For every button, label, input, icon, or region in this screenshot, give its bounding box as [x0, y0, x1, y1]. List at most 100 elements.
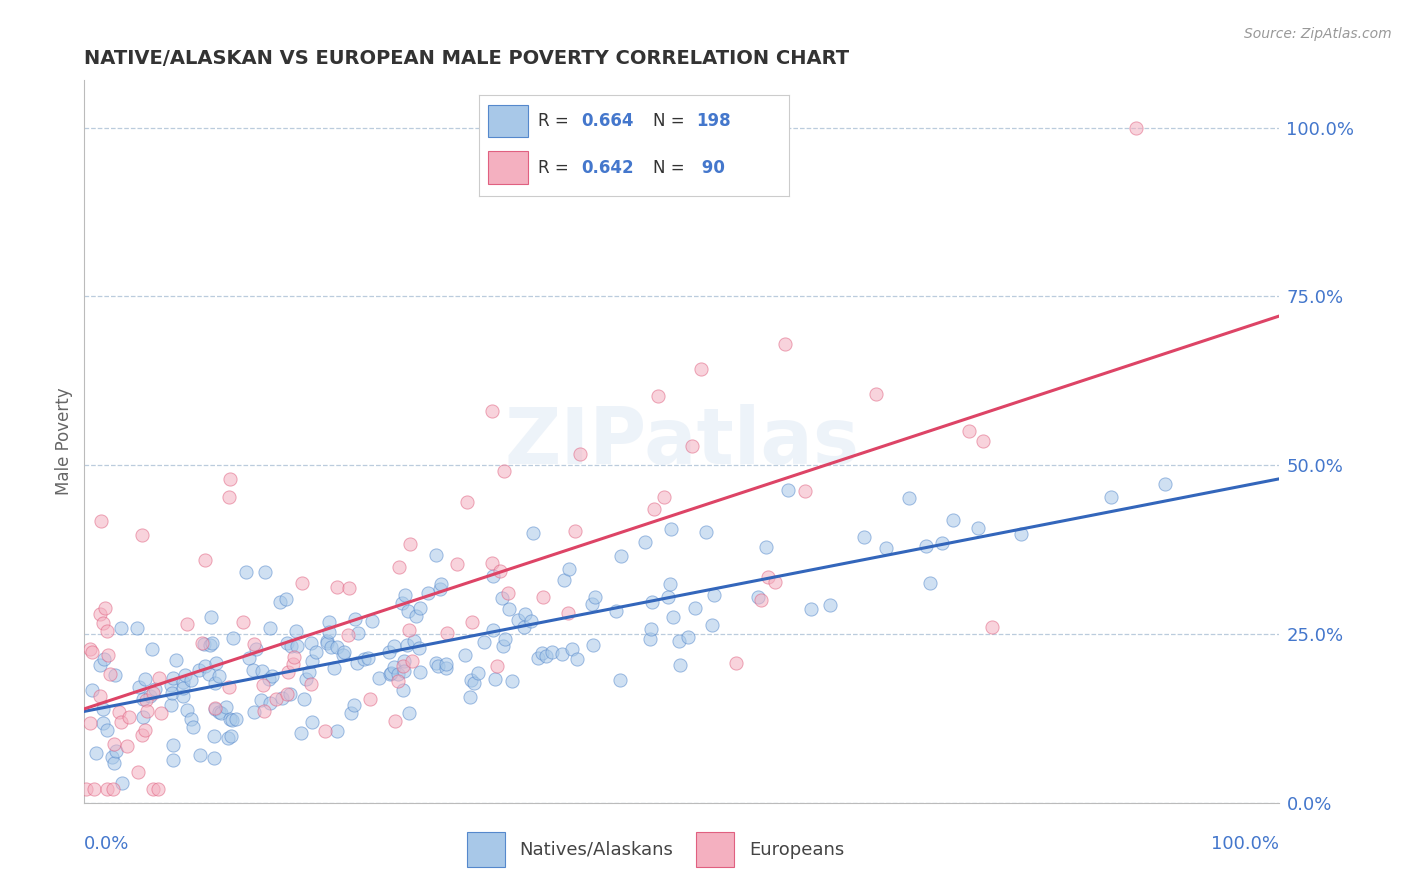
- Point: [392, 664, 415, 678]
- Point: [326, 580, 349, 594]
- Point: [508, 613, 530, 627]
- Point: [346, 656, 368, 670]
- Point: [458, 690, 481, 704]
- Point: [359, 692, 381, 706]
- Point: [676, 630, 699, 644]
- Point: [172, 675, 194, 690]
- Point: [136, 704, 159, 718]
- Point: [202, 751, 225, 765]
- Point: [793, 483, 815, 498]
- Point: [426, 659, 449, 673]
- Point: [436, 625, 458, 640]
- Point: [481, 557, 503, 571]
- Point: [232, 615, 254, 630]
- Point: [747, 590, 769, 604]
- Point: [194, 553, 217, 567]
- Point: [165, 653, 187, 667]
- Point: [378, 667, 401, 681]
- Point: [501, 674, 523, 689]
- Point: [491, 591, 513, 605]
- Point: [142, 686, 165, 700]
- Point: [531, 590, 554, 604]
- Point: [527, 650, 550, 665]
- Point: [361, 614, 384, 628]
- Point: [89, 607, 111, 621]
- Point: [138, 689, 160, 703]
- Point: [96, 624, 118, 639]
- Point: [134, 723, 156, 738]
- Point: [91, 702, 114, 716]
- Point: [132, 710, 155, 724]
- Point: [174, 667, 197, 681]
- Point: [269, 595, 291, 609]
- Point: [401, 654, 423, 668]
- Point: [127, 764, 149, 779]
- Point: [818, 598, 841, 612]
- Point: [162, 753, 184, 767]
- Point: [197, 667, 219, 681]
- Point: [326, 640, 349, 654]
- Point: [283, 649, 305, 664]
- Point: [724, 657, 747, 671]
- Point: [250, 665, 273, 679]
- Point: [755, 540, 778, 554]
- Point: [337, 581, 360, 595]
- Point: [492, 639, 515, 653]
- Point: [218, 490, 240, 504]
- Point: [853, 530, 876, 544]
- Point: [378, 645, 401, 659]
- Point: [96, 723, 118, 737]
- Point: [368, 671, 391, 685]
- Point: [254, 566, 277, 580]
- Point: [763, 575, 786, 590]
- Point: [668, 634, 690, 648]
- Point: [319, 640, 342, 654]
- Point: [278, 687, 301, 701]
- Point: [340, 706, 363, 721]
- Point: [931, 536, 953, 550]
- Point: [243, 705, 266, 719]
- Point: [193, 637, 215, 651]
- Point: [235, 566, 257, 580]
- Point: [425, 656, 447, 670]
- Point: [103, 737, 125, 751]
- Point: [259, 696, 281, 710]
- Point: [429, 582, 451, 596]
- Point: [188, 747, 211, 762]
- Point: [897, 491, 920, 505]
- Point: [318, 615, 340, 629]
- Point: [110, 715, 132, 730]
- Point: [394, 588, 416, 602]
- Point: [181, 720, 204, 734]
- Point: [463, 675, 485, 690]
- Point: [299, 677, 322, 691]
- Point: [104, 668, 127, 682]
- Point: [180, 673, 202, 687]
- Point: [238, 651, 260, 665]
- Point: [609, 673, 631, 687]
- Point: [408, 640, 430, 655]
- Point: [564, 524, 586, 538]
- Point: [204, 701, 226, 715]
- Point: [561, 642, 583, 657]
- Point: [550, 647, 572, 661]
- Point: [252, 704, 274, 718]
- Point: [494, 464, 516, 478]
- Point: [496, 586, 519, 600]
- Point: [482, 569, 505, 583]
- Point: [135, 692, 157, 706]
- Point: [200, 610, 222, 624]
- Point: [337, 628, 360, 642]
- Point: [290, 726, 312, 740]
- Point: [658, 577, 681, 591]
- Point: [225, 712, 247, 726]
- Point: [200, 638, 222, 652]
- Point: [481, 623, 503, 637]
- Point: [249, 692, 271, 706]
- Point: [318, 624, 340, 639]
- Point: [90, 514, 112, 528]
- Point: [1099, 490, 1122, 504]
- Point: [429, 576, 451, 591]
- Point: [661, 522, 683, 536]
- Point: [222, 632, 245, 646]
